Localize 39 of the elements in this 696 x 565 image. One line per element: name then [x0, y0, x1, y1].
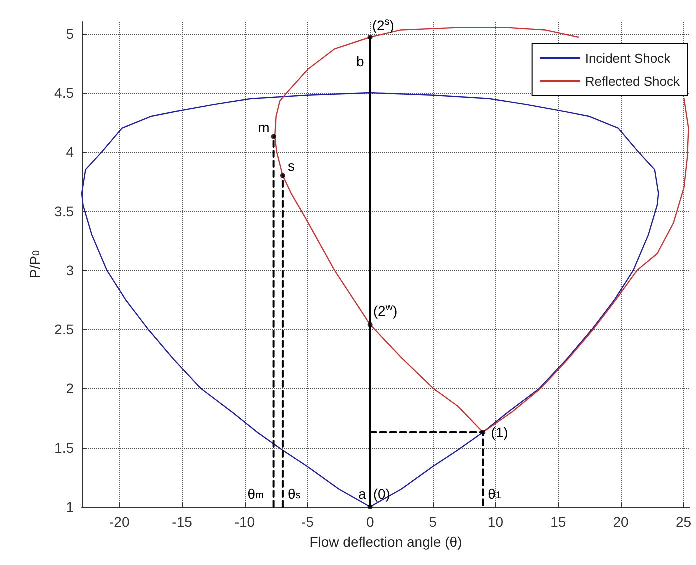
annotation: s [288, 158, 295, 174]
x-tick-label: -5 [301, 514, 314, 530]
annotation: θm [248, 486, 264, 502]
y-tick-label: 1 [66, 499, 74, 515]
x-tick-label: 10 [488, 514, 504, 530]
point [480, 430, 486, 435]
x-axis-title: Flow deflection angle (θ) [310, 534, 462, 550]
point [368, 322, 373, 328]
line-series [81, 92, 660, 508]
x-tick-label: 20 [613, 514, 630, 530]
x-tick-label: -15 [172, 514, 193, 530]
y-tick-label: 4.5 [54, 84, 74, 101]
annotation: (1) [491, 424, 508, 440]
y-axis-title: P/P0 [27, 250, 43, 279]
y-tick-label: 3 [66, 262, 74, 278]
annotation: b [356, 53, 365, 70]
annotation: θ1 [488, 486, 502, 502]
annotation: m [258, 120, 270, 136]
x-tick-label: -10 [234, 514, 256, 530]
y-tick-label: 1.5 [54, 440, 74, 456]
y-tick-label: 5 [66, 26, 74, 42]
y-tick-label: 4 [66, 144, 74, 160]
legend-label: Incident Shock [585, 51, 672, 66]
x-tick-label: 25 [676, 514, 692, 530]
y-tick-label: 2.5 [54, 322, 74, 338]
point [368, 504, 373, 510]
annotation: (0) [373, 486, 390, 502]
point [368, 34, 373, 40]
y-tick-label: 2 [66, 380, 74, 397]
point [280, 173, 286, 178]
annotation: a [358, 486, 367, 502]
y-tick-label: 3.5 [54, 203, 74, 220]
point [271, 134, 276, 140]
annotation: θs [288, 486, 301, 502]
x-tick-label: -20 [109, 514, 130, 530]
legend-label: Reflected Shock [585, 74, 680, 89]
x-tick-label: 0 [366, 514, 374, 530]
x-tick-label: 15 [550, 514, 566, 530]
x-tick-label: 5 [429, 514, 438, 530]
